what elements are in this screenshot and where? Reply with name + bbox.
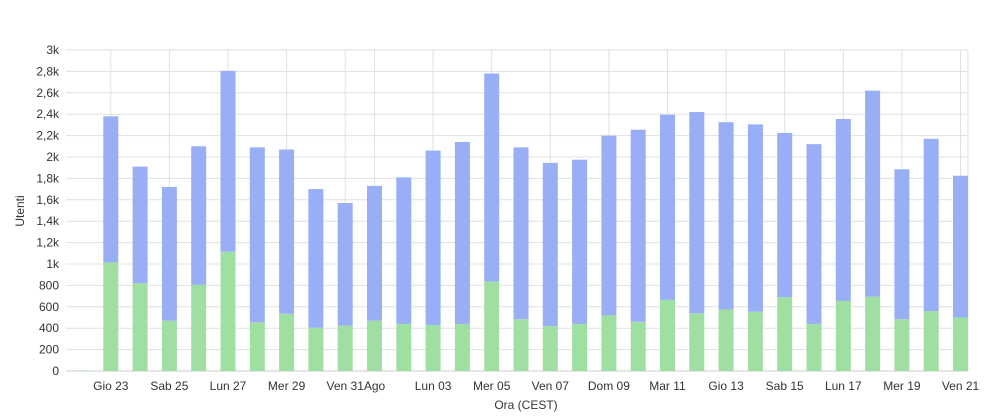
bar-segment-lower[interactable]: [835, 300, 851, 371]
bar-segment-upper[interactable]: [454, 142, 470, 324]
bar-segment-lower[interactable]: [923, 311, 939, 371]
bar-segment-upper[interactable]: [572, 159, 588, 324]
bar-segment-upper[interactable]: [484, 73, 500, 282]
bar-segment-lower[interactable]: [689, 313, 705, 371]
x-axis-ticks: Gio 23 Sab 25 Lun 27 Mer 29 Ven 31 Ago Lun 03 M…: [93, 379, 979, 393]
bar-segment-upper[interactable]: [894, 169, 910, 320]
bar-segment-upper[interactable]: [161, 186, 177, 321]
bar-segment-lower[interactable]: [953, 317, 968, 372]
bar-segment-lower[interactable]: [777, 297, 793, 371]
x-tick-label: Lun 27: [210, 379, 247, 393]
bar-segment-upper[interactable]: [425, 150, 441, 325]
bar-segment-lower[interactable]: [308, 327, 324, 371]
bar-segment-upper[interactable]: [777, 132, 793, 298]
bar-segment-lower[interactable]: [454, 323, 470, 371]
x-tick-label: Ven 21: [942, 379, 980, 393]
bar-segment-upper[interactable]: [367, 185, 382, 321]
bar-segment-lower[interactable]: [572, 323, 588, 371]
bar-segment-upper[interactable]: [806, 144, 822, 324]
y-tick-label: 200: [39, 343, 59, 357]
bar-segment-lower[interactable]: [132, 283, 148, 371]
bar-segment-lower[interactable]: [367, 320, 382, 371]
y-tick-label: 1,4k: [36, 214, 60, 228]
bar-segment-lower[interactable]: [220, 251, 236, 371]
bar-segment-upper[interactable]: [865, 90, 881, 297]
bar-segment-lower[interactable]: [425, 324, 441, 371]
bar-segment-lower[interactable]: [396, 323, 412, 371]
bar-segment-lower[interactable]: [747, 311, 763, 371]
bar-segment-upper[interactable]: [513, 147, 529, 320]
y-tick-label: 0: [52, 364, 59, 378]
bar-segment-lower[interactable]: [894, 319, 910, 371]
bar-segment-lower[interactable]: [601, 315, 617, 371]
bar-segment-upper[interactable]: [542, 162, 558, 327]
y-tick-label: 3k: [46, 43, 60, 57]
bar-segment-upper[interactable]: [601, 135, 617, 316]
x-tick-label: Gio 23: [93, 379, 129, 393]
x-tick-label: Dom 09: [588, 379, 630, 393]
bar-segment-lower[interactable]: [74, 370, 89, 371]
x-tick-label: Mer 05: [473, 379, 511, 393]
bar-segment-upper[interactable]: [220, 70, 236, 252]
y-tick-label: 400: [39, 321, 59, 335]
y-axis-title: Utenti: [13, 195, 27, 226]
bar-segment-upper[interactable]: [103, 116, 119, 263]
x-tick-label: Sab 25: [150, 379, 188, 393]
bar-segment-upper[interactable]: [132, 166, 148, 284]
bar-segment-lower[interactable]: [806, 323, 822, 371]
bar-segment-lower[interactable]: [161, 320, 177, 371]
bar-segment-lower[interactable]: [103, 262, 119, 371]
y-tick-label: 800: [39, 278, 59, 292]
bar-segment-lower[interactable]: [513, 319, 529, 371]
y-tick-label: 1,2k: [36, 236, 60, 250]
bar-segment-lower[interactable]: [630, 321, 646, 371]
bar-segment-upper[interactable]: [191, 146, 207, 285]
y-tick-label: 1k: [46, 257, 60, 271]
bar-segment-upper[interactable]: [718, 122, 734, 310]
x-tick-label: Sab 15: [766, 379, 804, 393]
y-axis-ticks: 0 200 400 600 800 1k 1,2k 1,4k 1,6k 1,8k 2k 2,2k 2,4…: [36, 43, 60, 378]
y-tick-label: 2,2k: [36, 129, 60, 143]
x-tick-label: Ven 07: [532, 379, 570, 393]
bar-segment-upper[interactable]: [279, 149, 295, 314]
x-tick-label: Ven 31: [327, 379, 365, 393]
y-tick-label: 600: [39, 300, 59, 314]
x-tick-label: Mar 11: [649, 379, 686, 393]
x-tick-label: Lun 03: [415, 379, 452, 393]
bar-segment-lower[interactable]: [337, 325, 353, 371]
x-axis-title: Ora (CEST): [494, 398, 557, 412]
bar-segment-lower[interactable]: [484, 281, 500, 371]
bar-segment-upper[interactable]: [660, 114, 675, 300]
x-tick-label: Lun 17: [825, 379, 862, 393]
bar-segment-upper[interactable]: [747, 124, 763, 312]
bar-segment-lower[interactable]: [191, 284, 207, 371]
bar-segment-upper[interactable]: [835, 119, 851, 301]
bar-segment-lower[interactable]: [249, 322, 265, 371]
bar-segment-upper[interactable]: [923, 138, 939, 312]
bar-segment-upper[interactable]: [337, 203, 353, 326]
y-tick-label: 2,6k: [36, 86, 60, 100]
x-tick-label: Mer 19: [883, 379, 921, 393]
bars-group: [74, 70, 968, 372]
bar-segment-upper[interactable]: [953, 175, 968, 318]
bar-segment-upper[interactable]: [249, 147, 265, 323]
x-tick-label: Gio 13: [708, 379, 744, 393]
y-tick-label: 1,6k: [36, 193, 60, 207]
y-tick-label: 2k: [46, 150, 60, 164]
x-tick-label: Mer 29: [268, 379, 306, 393]
y-tick-label: 2,8k: [36, 64, 60, 78]
bar-segment-lower[interactable]: [279, 313, 295, 371]
y-tick-label: 2,4k: [36, 107, 60, 121]
bar-segment-lower[interactable]: [542, 326, 558, 371]
bar-segment-upper[interactable]: [396, 177, 412, 324]
bar-segment-lower[interactable]: [865, 296, 881, 371]
bar-segment-upper[interactable]: [689, 112, 705, 314]
bar-segment-upper[interactable]: [308, 189, 324, 328]
y-tick-label: 1,8k: [36, 171, 60, 185]
x-tick-label: Ago: [364, 379, 386, 393]
bar-segment-upper[interactable]: [630, 129, 646, 322]
bar-segment-lower[interactable]: [718, 309, 734, 371]
bar-segment-lower[interactable]: [660, 299, 675, 371]
